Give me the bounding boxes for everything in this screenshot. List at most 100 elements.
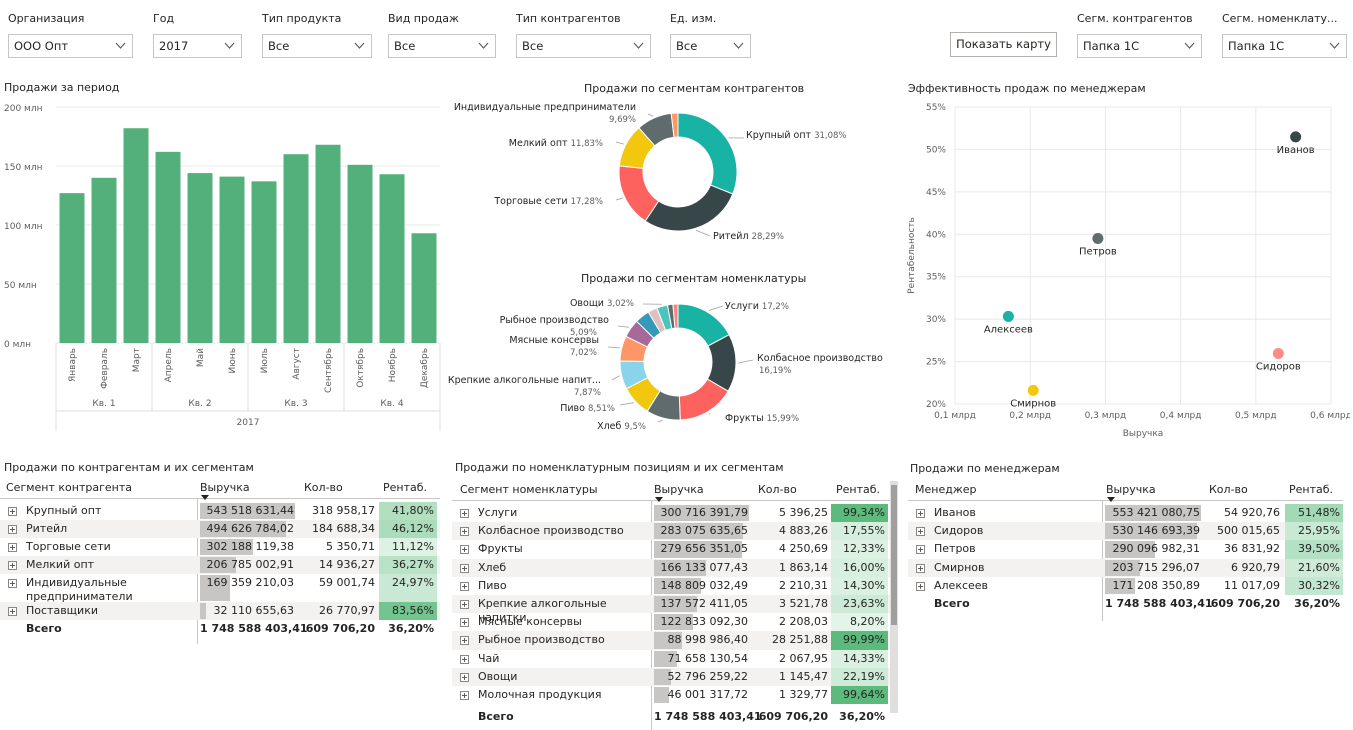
bar[interactable] — [347, 164, 373, 343]
table-row[interactable]: Поставщики 32 110 655,63 26 770,97 83,56% — [0, 602, 440, 620]
table-row[interactable]: Рыбное производство 88 998 986,40 28 251,8… — [452, 631, 890, 650]
table-row[interactable]: Индивидуальные предприниматели 169 359 21… — [0, 574, 440, 603]
donut-slice[interactable] — [677, 112, 738, 195]
table-row[interactable]: Чай 71 658 130,54 2 067,95 14,33% — [452, 649, 890, 668]
column-header[interactable]: Выручка — [1106, 483, 1156, 502]
table-row[interactable]: Мелкий опт 206 785 002,91 14 936,27 36,27% — [0, 556, 440, 574]
table-row[interactable]: Фрукты 279 656 351,05 4 250,69 12,33% — [452, 540, 890, 559]
expand-icon[interactable] — [916, 509, 925, 518]
quantity-value: 5 396,25 — [779, 506, 828, 519]
bar[interactable] — [59, 193, 85, 343]
table-row[interactable]: Крепкие алкогольные напитки 137 572 411,0… — [452, 595, 890, 624]
profitability-value: 21,60% — [1285, 558, 1343, 577]
expand-icon[interactable] — [460, 618, 469, 628]
expand-icon[interactable] — [8, 543, 17, 552]
table-row[interactable]: Хлеб 166 133 077,43 1 863,14 16,00% — [452, 558, 890, 577]
donut-slice[interactable] — [670, 112, 679, 138]
donut-slice[interactable] — [672, 303, 679, 329]
table-row[interactable]: Петров 290 096 982,31 36 831,92 39,50% — [908, 540, 1343, 559]
profitability-value: 24,97% — [379, 574, 437, 602]
revenue-databar — [654, 614, 693, 631]
column-header[interactable]: Кол-во — [758, 483, 797, 496]
product-type-dropdown[interactable]: Все — [262, 34, 372, 58]
table-row[interactable]: Иванов 553 421 080,75 54 920,76 51,48% — [908, 504, 1343, 523]
expand-icon[interactable] — [460, 600, 469, 609]
slicer-year: Год 2017 — [153, 12, 242, 58]
expand-icon[interactable] — [916, 527, 925, 537]
table-row[interactable]: Сидоров 530 146 693,39 500 015,65 25,95% — [908, 522, 1343, 541]
table-row[interactable]: Торговые сети 302 188 119,38 5 350,71 11,12… — [0, 538, 440, 556]
leader-line — [708, 305, 724, 311]
column-header[interactable]: Сегмент номенклатуры — [460, 483, 598, 496]
bar[interactable] — [411, 233, 437, 343]
bar[interactable] — [283, 154, 309, 343]
counterparty-type-dropdown[interactable]: Все — [516, 34, 651, 58]
expand-icon[interactable] — [460, 563, 469, 573]
table-row[interactable]: Пиво 148 809 032,49 2 210,31 14,30% — [452, 576, 890, 595]
column-header[interactable]: Рентаб. — [383, 481, 428, 494]
column-header[interactable]: Кол-во — [1209, 483, 1248, 496]
table-row[interactable]: Колбасное производство 283 075 635,65 4 88… — [452, 522, 890, 541]
revenue-value: 302 188 119,38 — [206, 540, 294, 553]
column-header[interactable]: Выручка — [654, 483, 704, 502]
expand-icon[interactable] — [916, 581, 925, 591]
expand-icon[interactable] — [460, 636, 469, 646]
expand-icon[interactable] — [8, 507, 17, 516]
counterparty-segment-dropdown[interactable]: Папка 1С — [1077, 34, 1202, 58]
scatter-point[interactable] — [1002, 310, 1014, 322]
bar[interactable] — [123, 128, 149, 343]
scatter-point[interactable] — [1290, 131, 1302, 143]
total-label: Всего — [478, 710, 514, 723]
column-header[interactable]: Кол-во — [304, 481, 343, 494]
scatter-point[interactable] — [1027, 384, 1039, 396]
bar[interactable] — [251, 181, 277, 343]
bar[interactable] — [187, 173, 213, 343]
expand-icon[interactable] — [460, 545, 469, 555]
expand-icon[interactable] — [460, 672, 469, 682]
expand-icon[interactable] — [460, 691, 469, 700]
nomenclature-segment-dropdown[interactable]: Папка 1С — [1222, 34, 1347, 58]
bar[interactable] — [155, 151, 181, 343]
table-row[interactable]: Мясные консервы 122 833 092,30 2 208,03 8,2… — [452, 613, 890, 632]
expand-icon[interactable] — [460, 654, 469, 664]
table-row[interactable]: Алексеев 171 208 350,89 11 017,09 30,32% — [908, 576, 1343, 595]
scrollbar-thumb[interactable] — [891, 485, 897, 625]
bar[interactable] — [91, 177, 117, 343]
y-tick-label: 0 млн — [4, 340, 31, 350]
column-header[interactable]: Менеджер — [915, 483, 977, 496]
column-header[interactable]: Сегмент контрагента — [6, 481, 132, 494]
x-tick-label: Апрель — [164, 348, 174, 382]
expand-icon[interactable] — [8, 607, 17, 616]
expand-icon[interactable] — [8, 525, 17, 534]
show-map-button[interactable]: Показать карту — [950, 32, 1057, 57]
bar[interactable] — [315, 144, 341, 343]
table-row[interactable]: Овощи 52 796 259,22 1 145,47 22,19% — [452, 667, 890, 686]
expand-icon[interactable] — [916, 563, 925, 573]
table-row[interactable]: Ритейл 494 626 784,02 184 688,34 46,12% — [0, 520, 440, 538]
table-row[interactable]: Молочная продукция 46 001 317,72 1 329,77 9… — [452, 686, 890, 705]
column-header[interactable]: Рентаб. — [836, 483, 881, 496]
expand-icon[interactable] — [460, 581, 469, 591]
table-row[interactable]: Смирнов 203 715 296,07 6 920,79 21,60% — [908, 558, 1343, 577]
year-label: 2017 — [237, 418, 260, 428]
vertical-scrollbar[interactable] — [890, 481, 898, 713]
donut-slice[interactable] — [644, 184, 734, 232]
bar[interactable] — [219, 176, 245, 343]
expand-icon[interactable] — [8, 561, 17, 570]
counterparty-donut-title: Продажи по сегментам контрагентов — [584, 82, 805, 95]
table-row[interactable]: Услуги 300 716 391,79 5 396,25 99,34% — [452, 504, 890, 523]
expand-icon[interactable] — [460, 509, 469, 518]
scatter-point[interactable] — [1092, 233, 1104, 245]
expand-icon[interactable] — [916, 545, 925, 555]
organization-dropdown[interactable]: ООО Опт — [8, 34, 133, 58]
table-row[interactable]: Крупный опт 543 518 631,44 318 958,17 41,80… — [0, 502, 440, 520]
column-header[interactable]: Рентаб. — [1289, 483, 1334, 496]
expand-icon[interactable] — [8, 579, 17, 588]
unit-dropdown[interactable]: Все — [670, 34, 751, 58]
expand-icon[interactable] — [460, 527, 469, 537]
bar[interactable] — [379, 174, 405, 343]
sales-kind-dropdown[interactable]: Все — [388, 34, 496, 58]
year-dropdown[interactable]: 2017 — [153, 34, 242, 58]
column-header[interactable]: Выручка — [200, 481, 250, 500]
scatter-point[interactable] — [1272, 348, 1284, 360]
